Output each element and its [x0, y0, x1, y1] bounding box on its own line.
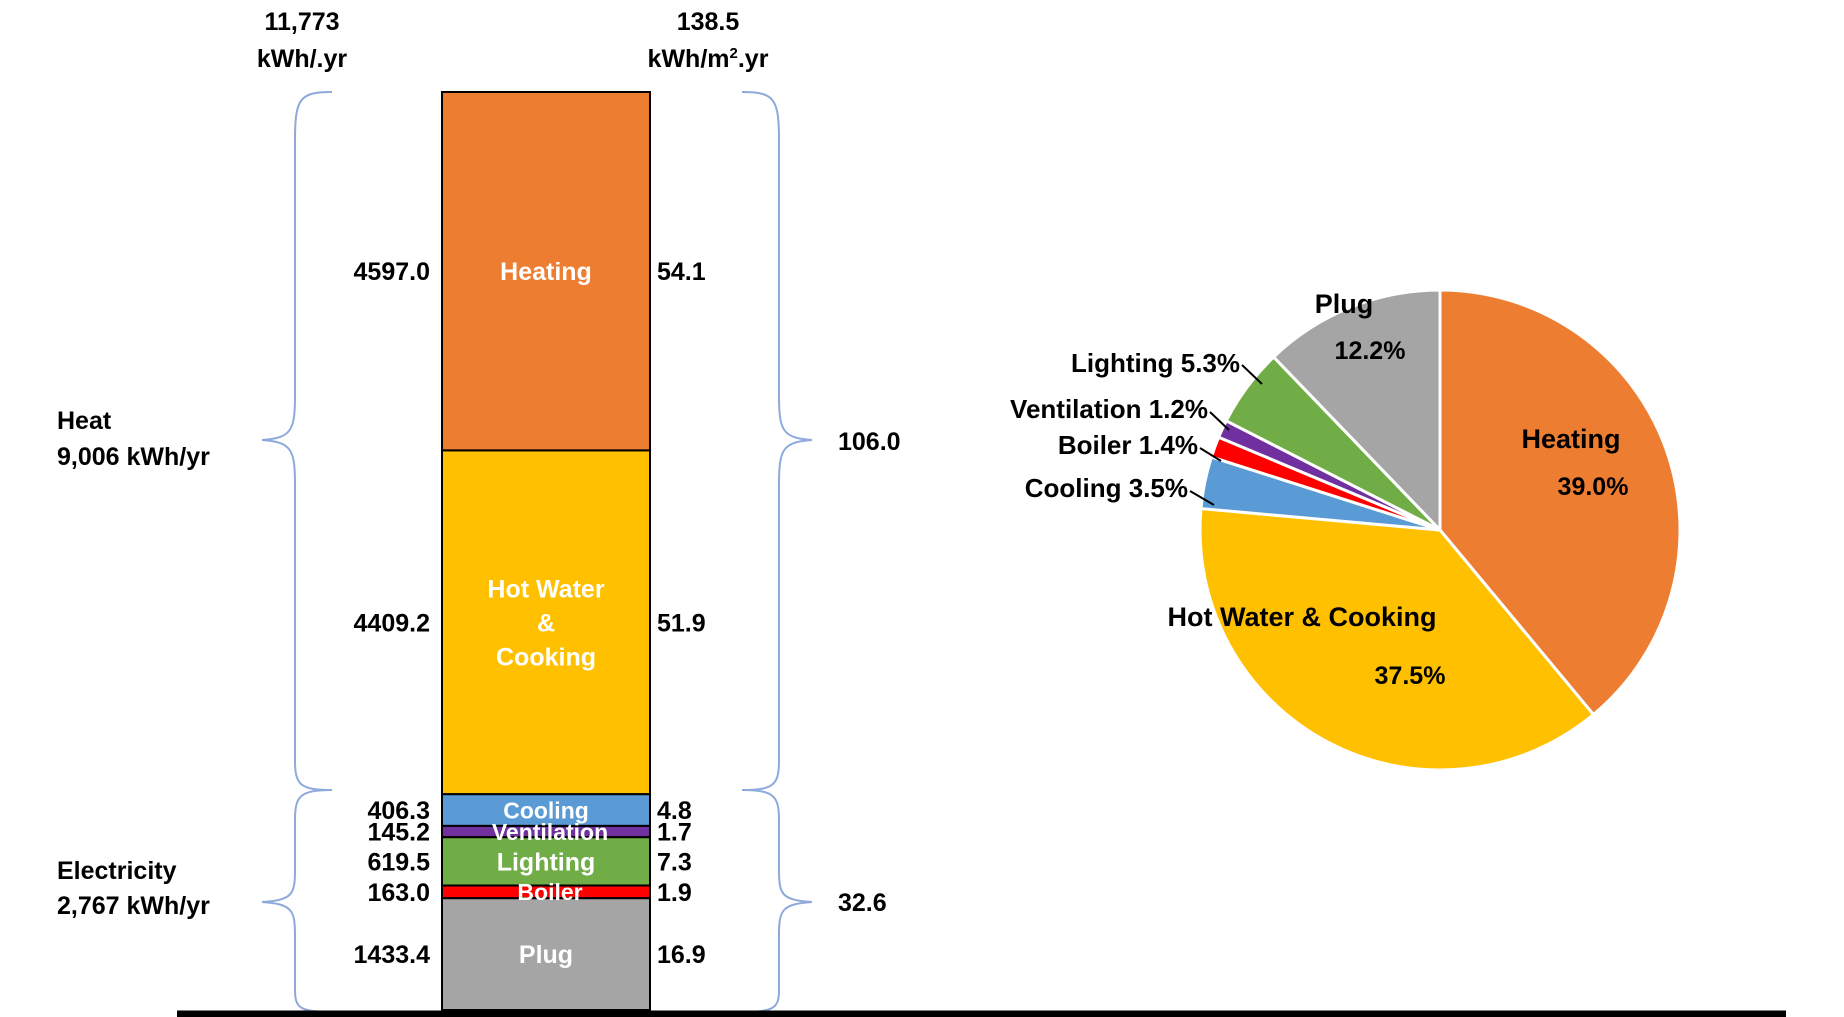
bar-segment-plug: [441, 897, 651, 1011]
group-electricity-name: Electricity: [57, 857, 177, 885]
bar-segment-label-ventilation: Ventilation: [492, 819, 608, 845]
group-heat-total: 9,006 kWh/yr: [57, 443, 210, 471]
header-left-value: 11,773: [264, 8, 339, 36]
group-electricity-total: 2,767 kWh/yr: [57, 892, 210, 920]
group-heat-per-m2: 106.0: [838, 428, 901, 456]
leader-boiler: [1199, 447, 1222, 462]
bar-segment-label-hot-water-and-cooking-0: Hot Water: [487, 575, 604, 603]
pie-label-cooling: Cooling 3.5%: [1025, 473, 1188, 503]
heat-brace-left: [261, 91, 333, 791]
group-heat-name: Heat: [57, 407, 112, 435]
stacked-column: [441, 91, 651, 1011]
bar-segment-label-heating: Heating: [500, 258, 592, 286]
pie-label-plug-pct: 12.2%: [1335, 337, 1406, 365]
bar-value-kwh-plug: 1433.4: [354, 941, 431, 969]
header-right-value: 138.5: [677, 8, 740, 36]
bar-value-kwh-lighting: 619.5: [367, 848, 430, 876]
bar-value-kwh-ventilation: 145.2: [367, 819, 430, 847]
bar-value-kwh-m2-heating: 54.1: [657, 258, 706, 286]
bar-value-kwh-m2-lighting: 7.3: [657, 848, 692, 876]
group-electricity-per-m2: 32.6: [838, 889, 887, 917]
heat-brace-right: [741, 91, 813, 791]
bar-segment-label-hot-water-and-cooking-1: &: [537, 609, 555, 637]
bar-value-kwh-m2-plug: 16.9: [657, 941, 706, 969]
bar-segment-label-plug: Plug: [519, 941, 573, 969]
pie-label-lighting: Lighting 5.3%: [1071, 348, 1240, 378]
header-left-unit: kWh/.yr: [257, 45, 348, 73]
pie-label-ventilation: Ventilation 1.2%: [1010, 394, 1208, 424]
bar-segment-label-boiler: Boiler: [517, 879, 582, 905]
bar-value-kwh-heating: 4597.0: [354, 258, 430, 286]
bar-segment-hot-water-and-cooking: [441, 449, 651, 796]
bar-segment-label-cooling: Cooling: [503, 797, 589, 823]
pie-label-heating-name: Heating: [1521, 424, 1620, 454]
pie-slice-hot-water-and-cooking: [1198, 506, 1596, 772]
pie-slice-heating: [1438, 288, 1682, 717]
leader-ventilation: [1209, 411, 1230, 431]
pie-label-hotwater-name: Hot Water & Cooking: [1168, 602, 1437, 632]
bar-value-kwh-cooling: 406.3: [367, 797, 430, 825]
bar-value-kwh-boiler: 163.0: [367, 879, 430, 907]
bar-segment-heating: [441, 91, 651, 452]
pie-label-plug-name: Plug: [1315, 289, 1374, 319]
bar-value-kwh-hot-water-and-cooking: 4409.2: [354, 609, 430, 637]
pie-chart: [1198, 288, 1682, 772]
pie-slice-plug: [1271, 288, 1442, 534]
bar-value-kwh-m2-boiler: 1.9: [657, 879, 692, 907]
pie-chart-labels: Heating 39.0% Hot Water & Cooking 37.5% …: [1010, 289, 1628, 690]
pie-label-boiler: Boiler 1.4%: [1058, 430, 1198, 460]
stacked-column-labels: Heating 4597.0 54.1 Hot Water & Cooking 4409.2…: [354, 258, 706, 969]
header-right-unit: kWh/m2.yr: [648, 45, 769, 73]
bar-segment-label-hot-water-and-cooking-2: Cooking: [496, 643, 596, 671]
leader-lighting: [1241, 364, 1263, 385]
bar-segment-lighting: [441, 836, 651, 887]
bar-segment-label-lighting: Lighting: [497, 848, 596, 876]
leader-cooling: [1189, 490, 1215, 506]
electricity-brace-right: [741, 789, 813, 1013]
pie-label-hotwater-pct: 37.5%: [1375, 662, 1446, 690]
bar-value-kwh-m2-hot-water-and-cooking: 51.9: [657, 609, 706, 637]
bar-value-kwh-m2-ventilation: 1.7: [657, 819, 692, 847]
pie-label-heating-pct: 39.0%: [1558, 473, 1629, 501]
bar-value-kwh-m2-cooling: 4.8: [657, 797, 692, 825]
electricity-brace-left: [261, 789, 333, 1013]
